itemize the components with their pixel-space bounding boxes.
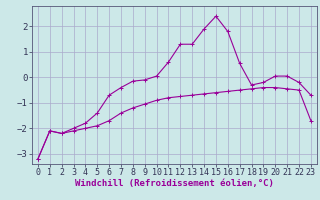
X-axis label: Windchill (Refroidissement éolien,°C): Windchill (Refroidissement éolien,°C) xyxy=(75,179,274,188)
